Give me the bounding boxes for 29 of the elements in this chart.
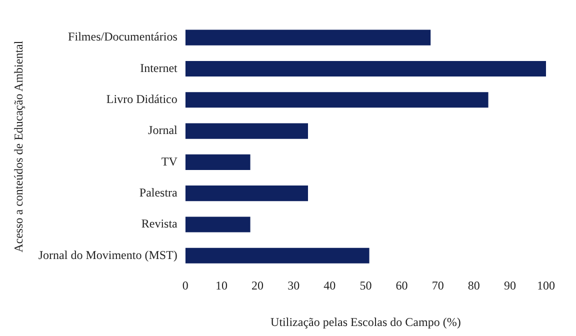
y-tick-label: Filmes/Documentários [68,30,178,44]
x-tick-label: 0 [182,278,188,293]
bar [185,60,546,77]
x-tick-label: 40 [324,278,336,293]
y-tick-label: Livro Didático [106,92,178,106]
bar [185,30,431,46]
x-tick-label: 90 [504,278,516,293]
y-tick-label: Jornal [148,123,178,138]
y-tick-label: Internet [140,60,178,75]
x-tick-label: 10 [215,278,228,293]
y-axis-title: Acesso a conteúdos de Educação Ambiental [11,40,26,252]
bar [185,186,308,202]
x-tick-label: 100 [537,278,555,293]
x-tick-label: 80 [468,278,480,293]
bar [185,154,250,170]
y-tick-label: Jornal do Movimento (MST) [38,248,178,262]
y-tick-label: Revista [141,216,178,231]
x-tick-label: 70 [432,278,444,293]
bar [185,123,308,139]
x-axis-title: Utilização pelas Escolas do Campo (%) [270,314,461,329]
bar [185,92,488,108]
x-tick-label: 50 [360,278,372,293]
y-tick-label: TV [161,154,178,168]
x-tick-label: 30 [288,278,300,293]
bar [185,216,250,232]
x-tick-label: 60 [396,278,408,293]
y-tick-label: Palestra [139,185,178,200]
x-tick-label: 20 [252,278,264,293]
bar [185,248,370,264]
